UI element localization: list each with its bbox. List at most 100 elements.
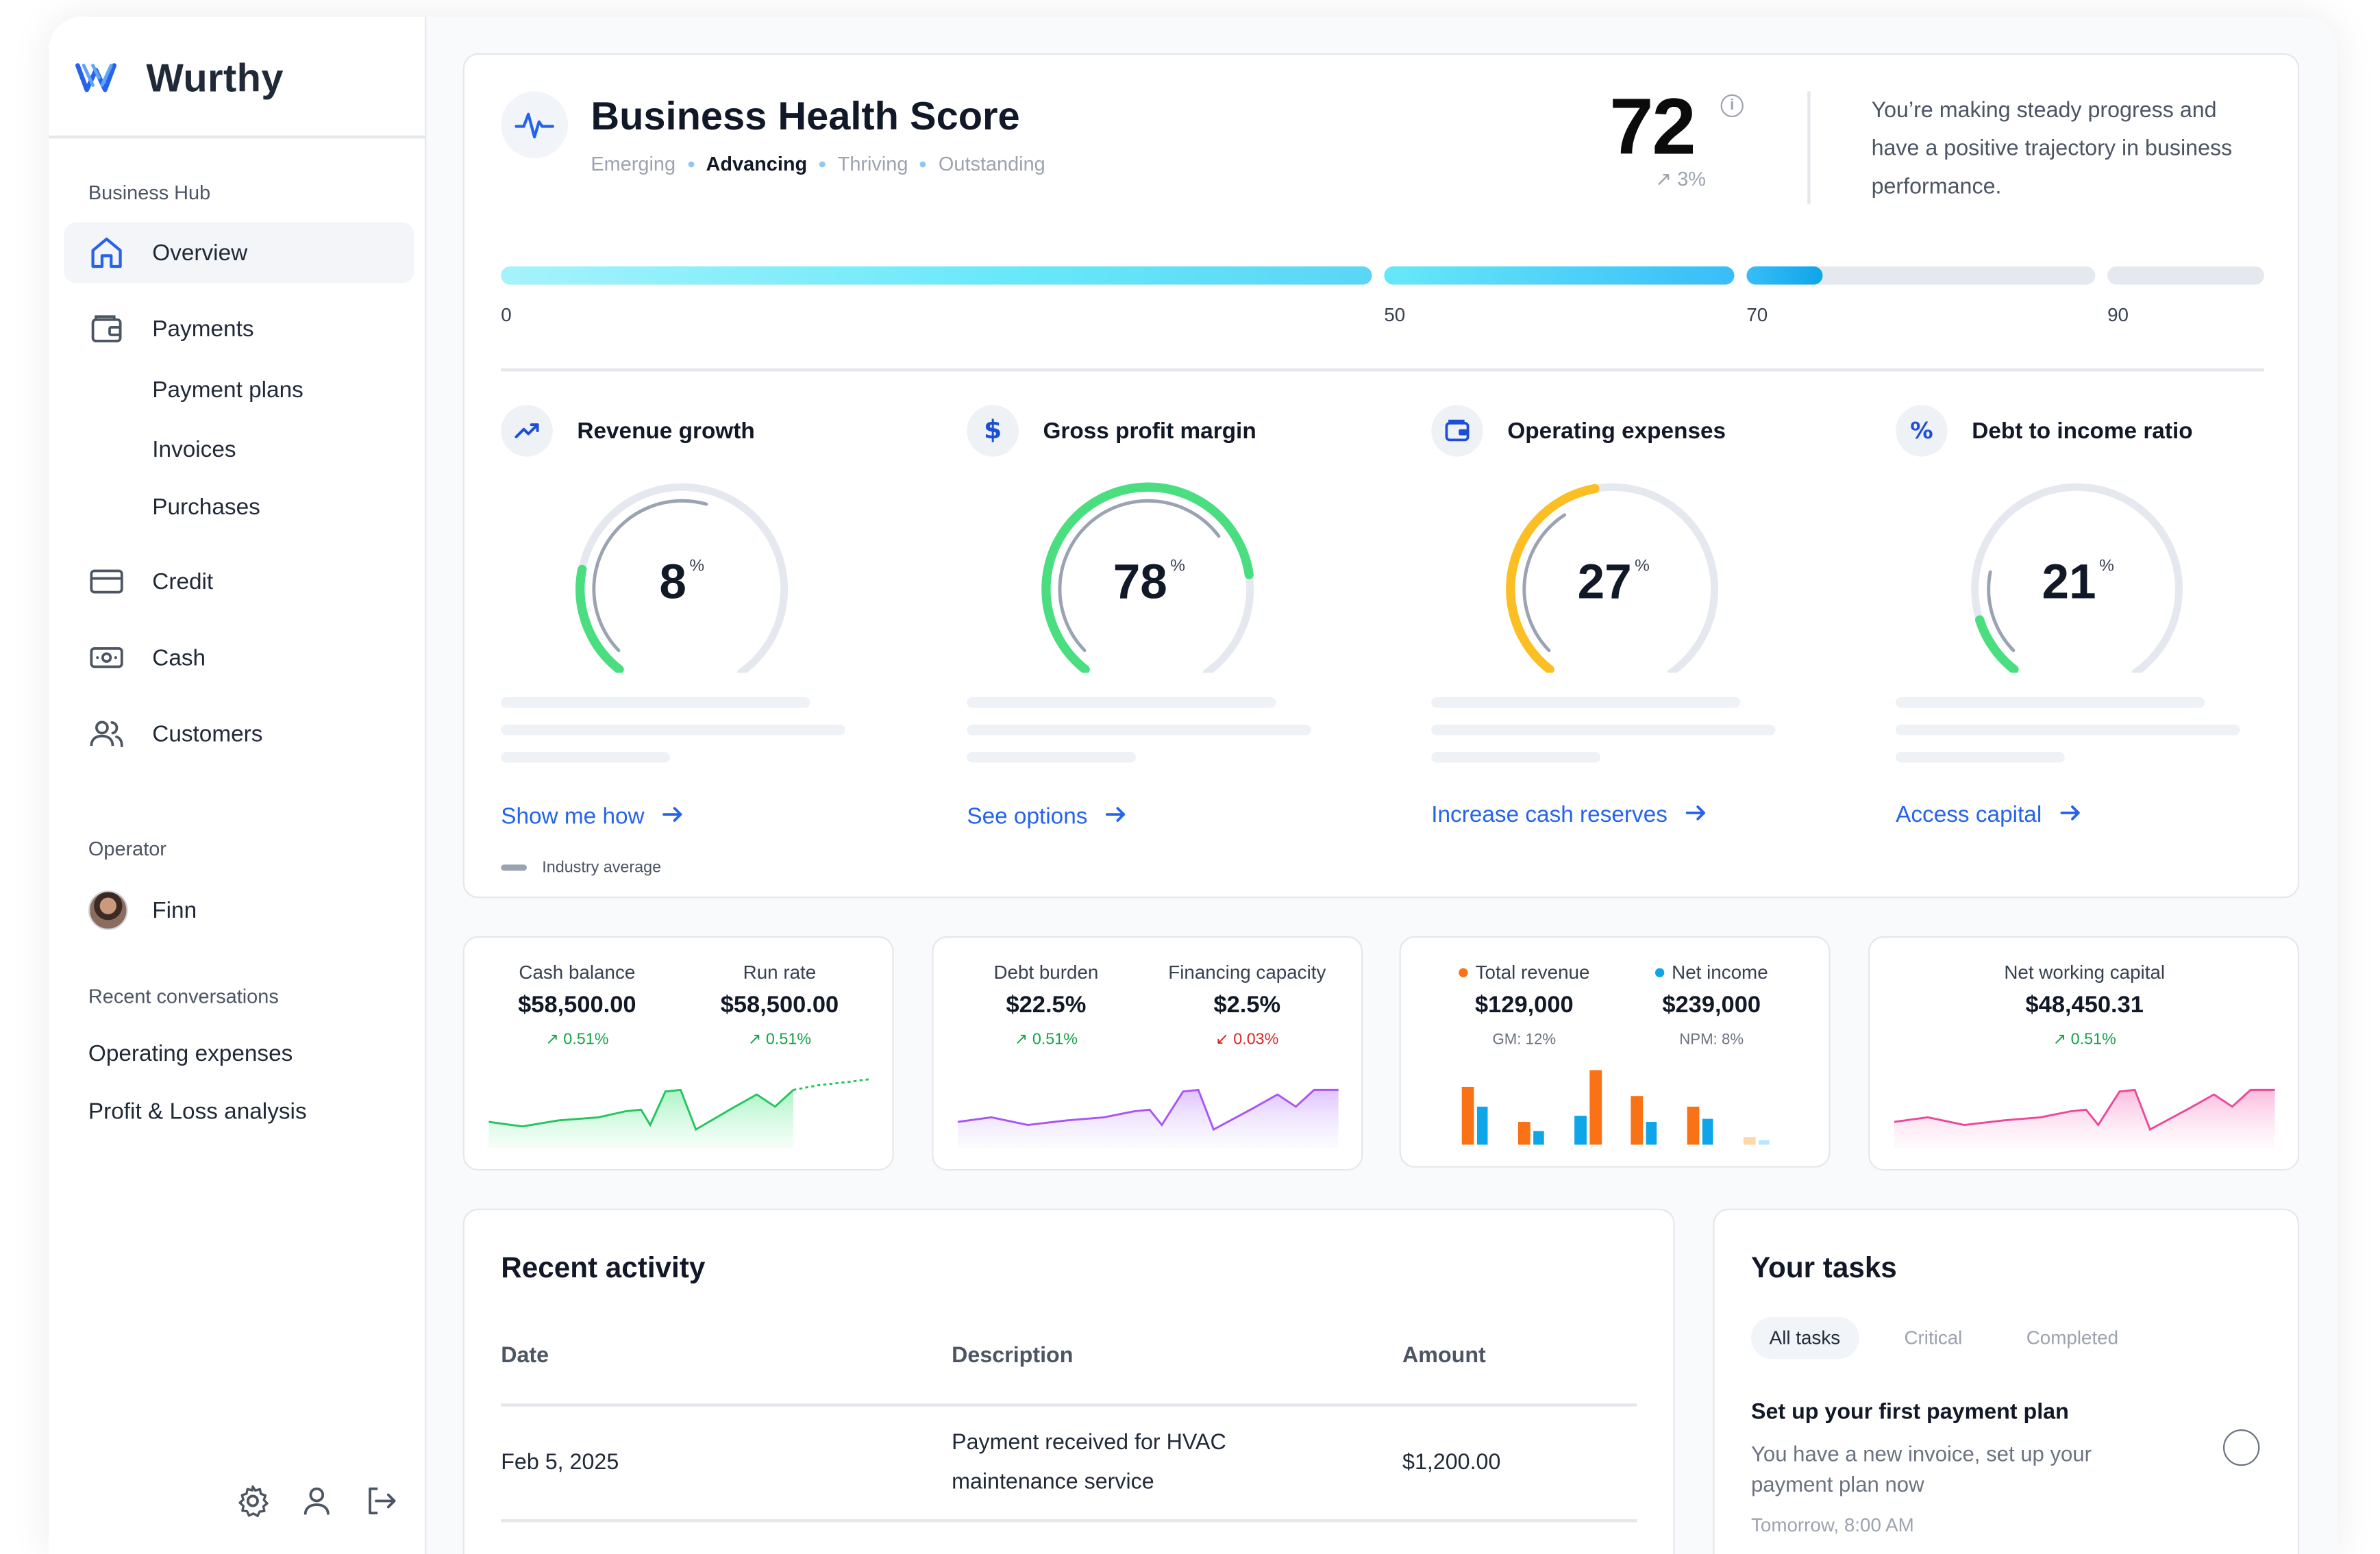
kpi-label: Cash balance — [519, 962, 636, 983]
sidebar-subitem-invoices[interactable]: Invoices — [152, 436, 236, 463]
scale-segment-emerging — [501, 266, 1372, 285]
user-icon[interactable] — [299, 1483, 335, 1519]
stage-list: Emerging Advancing Thriving Outstanding — [591, 152, 1045, 175]
dollar-glyph: $ — [983, 415, 1002, 447]
column-header-date[interactable]: Date — [501, 1344, 549, 1369]
scale-fill — [1384, 266, 1735, 285]
task-time: Tomorrow, 8:00 AM — [1750, 1514, 1914, 1536]
bar — [1702, 1118, 1713, 1145]
skeleton-line — [1896, 751, 2065, 763]
sidebar-subitem-purchases[interactable]: Purchases — [152, 494, 260, 521]
sidebar-item-customers[interactable]: Customers — [64, 703, 414, 764]
credit-card-icon — [88, 563, 125, 599]
link-label: Show me how — [501, 803, 645, 830]
bar — [1631, 1096, 1644, 1145]
kpi-label-text: Net income — [1672, 962, 1768, 983]
kpi-net-working-capital: Net working capital $48,450.31 ↗ 0.51% — [1916, 962, 2253, 1049]
cash-icon — [88, 639, 125, 675]
recent-activity-card: Recent activity Date Description Amount … — [462, 1208, 1675, 1554]
cell-description: Payment received for HVAC maintenance se… — [952, 1431, 1226, 1495]
metric-gross-profit-margin: $ Gross profit margin 78% See options — [967, 405, 1363, 847]
metric-number: 27 — [1577, 554, 1632, 610]
debt-sparkline — [957, 1088, 1339, 1148]
kpi-value: $2.5% — [1213, 992, 1281, 1018]
metric-gauge — [1506, 483, 1719, 673]
kpi-value: $22.5% — [1006, 992, 1087, 1018]
bar — [1759, 1140, 1770, 1145]
skeleton-line — [1431, 697, 1741, 708]
conversation-item[interactable]: Operating expenses — [88, 1041, 293, 1068]
divider — [501, 368, 2265, 371]
column-header-description[interactable]: Description — [952, 1344, 1074, 1369]
section-label-operator: Operator — [88, 837, 166, 860]
task-complete-checkbox[interactable] — [2222, 1429, 2260, 1466]
operator-profile[interactable]: Finn — [88, 890, 197, 931]
percent-glyph: % — [1910, 416, 1933, 444]
tab-all-tasks[interactable]: All tasks — [1750, 1316, 1859, 1359]
metric-unit: % — [689, 557, 705, 576]
kpi-financing-capacity: Financing capacity $2.5% ↙ 0.03% — [1162, 962, 1332, 1049]
access-capital-link[interactable]: Access capital — [1896, 802, 2081, 828]
tab-completed[interactable]: Completed — [2026, 1327, 2119, 1349]
stage-label: Emerging — [591, 152, 676, 175]
scale-fill — [501, 266, 1372, 285]
sidebar-item-cash[interactable]: Cash — [64, 627, 414, 688]
stage-separator — [687, 160, 694, 167]
show-me-how-link[interactable]: Show me how — [501, 803, 684, 830]
sidebar-item-overview[interactable]: Overview — [64, 222, 414, 284]
kpi-card-revenue[interactable]: Total revenue $129,000 GM: 12% Net incom… — [1399, 936, 1831, 1168]
sidebar-item-payments[interactable]: Payments — [64, 299, 414, 360]
kpi-card-cash[interactable]: Cash balance $58,500.00 ↗ 0.51% Run rate… — [462, 936, 894, 1171]
kpi-label: Total revenue — [1435, 962, 1614, 983]
see-options-link[interactable]: See options — [967, 803, 1127, 830]
metric-unit: % — [2099, 557, 2114, 576]
kpi-delta: ↙ 0.03% — [1215, 1030, 1279, 1049]
column-header-amount[interactable]: Amount — [1402, 1344, 1486, 1369]
legend-dot — [1459, 967, 1468, 977]
users-icon — [88, 716, 125, 752]
kpi-card-working-capital[interactable]: Net working capital $48,450.31 ↗ 0.51% — [1868, 936, 2300, 1171]
kpi-card-debt[interactable]: Debt burden $22.5% ↗ 0.51% Financing cap… — [932, 936, 1363, 1171]
bar — [1743, 1137, 1756, 1145]
sidebar-footer — [234, 1483, 399, 1519]
conversation-item[interactable]: Profit & Loss analysis — [88, 1099, 307, 1125]
scale-segment-advancing — [1384, 266, 1735, 285]
metric-gauge — [575, 483, 789, 673]
stage-label-current: Advancing — [706, 152, 808, 175]
increase-cash-reserves-link[interactable]: Increase cash reserves — [1431, 802, 1707, 828]
trend-up-icon — [501, 405, 553, 457]
kpi-debt-burden: Debt burden $22.5% ↗ 0.51% — [970, 962, 1122, 1049]
metric-operating-expenses: Operating expenses 27% Increase cash res… — [1431, 405, 1827, 847]
health-message: You’re making steady progress and have a… — [1871, 99, 2233, 200]
skeleton-line — [501, 751, 670, 763]
skeleton-line — [967, 724, 1311, 736]
skeleton-line — [501, 697, 810, 708]
cell-amount: $1,200.00 — [1402, 1451, 1501, 1475]
link-label: See options — [967, 803, 1088, 830]
metric-debt-to-income: % Debt to income ratio 21% Access capita… — [1896, 405, 2292, 847]
skeleton-line — [1896, 697, 2205, 708]
legend-label: Industry average — [542, 858, 662, 877]
scale-tick: 90 — [2107, 304, 2129, 326]
settings-icon[interactable] — [234, 1483, 271, 1519]
logout-icon[interactable] — [362, 1483, 399, 1519]
tab-critical[interactable]: Critical — [1904, 1327, 1963, 1349]
gauge-industry-average — [1058, 499, 1221, 653]
gauge-track — [1971, 483, 2183, 673]
info-icon[interactable]: i — [1720, 94, 1744, 118]
sidebar-item-label: Payments — [152, 316, 254, 342]
kpi-label: Net working capital — [2004, 962, 2166, 983]
kpi-cash-balance: Cash balance $58,500.00 ↗ 0.51% — [501, 962, 653, 1049]
brand[interactable]: Wurthy — [73, 50, 284, 105]
section-title: Your tasks — [1750, 1253, 1897, 1285]
bar — [1517, 1122, 1530, 1145]
sidebar-item-credit[interactable]: Credit — [64, 551, 414, 612]
divider — [49, 135, 427, 138]
wallet-icon — [1431, 405, 1483, 457]
gauge-fill — [1041, 482, 1254, 673]
kpi-value: $48,450.31 — [2025, 992, 2144, 1018]
gauge-fill — [1974, 615, 2019, 673]
scale-tick: 70 — [1746, 304, 1768, 326]
sidebar-subitem-payment-plans[interactable]: Payment plans — [152, 377, 303, 403]
brand-name: Wurthy — [146, 53, 284, 100]
